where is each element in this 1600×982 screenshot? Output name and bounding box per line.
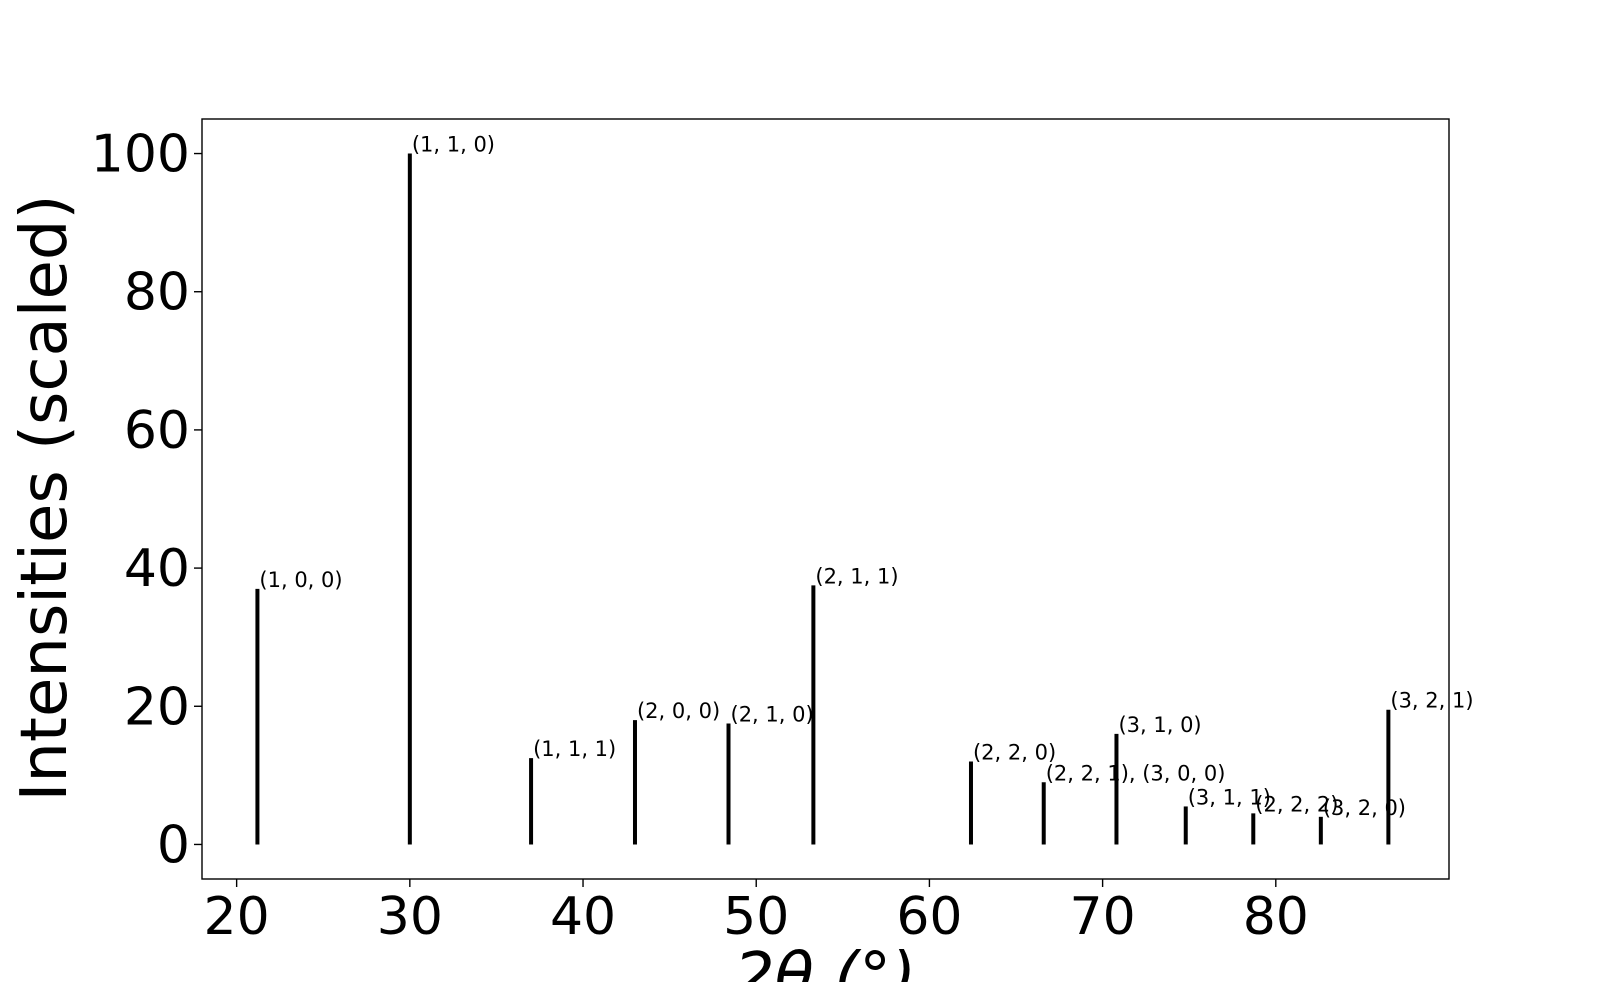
y-tick-label: 80: [124, 263, 190, 323]
x-axis: 20 30 40 50 60 70 80: [204, 879, 1309, 947]
y-tick-label: 20: [124, 677, 190, 737]
peak-label: (1, 1, 0): [412, 133, 495, 157]
peak-label: (3, 2, 0): [1323, 796, 1406, 820]
x-tick-label: 20: [204, 887, 270, 947]
x-tick-label: 30: [377, 887, 443, 947]
peaks-layer: [255, 153, 1391, 845]
y-tick-label: 40: [124, 539, 190, 599]
peak-label: (1, 1, 1): [533, 737, 616, 761]
plot-frame: [201, 118, 1450, 880]
peak-label: (3, 1, 0): [1118, 713, 1201, 737]
peak-label: (2, 2, 0): [973, 741, 1056, 765]
x-tick-label: 40: [550, 887, 616, 947]
y-tick-label: 100: [91, 125, 190, 185]
x-axis-title: 2θ (°): [734, 940, 916, 982]
x-tick-label: 60: [896, 887, 962, 947]
peak-label: (2, 1, 0): [731, 703, 814, 727]
peak-label: (2, 0, 0): [637, 699, 720, 723]
x-tick-label: 50: [723, 887, 789, 947]
peak-label: (2, 1, 1): [815, 564, 898, 588]
peak-label: (1, 0, 0): [259, 568, 342, 592]
x-tick-label: 80: [1243, 887, 1309, 947]
peak-label: (2, 2, 2): [1255, 792, 1338, 816]
y-tick-label: 60: [124, 401, 190, 461]
peak-labels-layer: (1, 0, 0) (1, 1, 0) (1, 1, 1) (2, 0, 0) (2, …: [259, 133, 1473, 820]
x-tick-label: 70: [1070, 887, 1136, 947]
y-axis: 0 20 40 60 80 100: [91, 125, 202, 875]
y-tick-label: 0: [157, 815, 190, 875]
peak-label: (3, 2, 1): [1390, 689, 1473, 713]
peak-label: (3, 1, 1): [1188, 785, 1271, 809]
peak-label: (2, 2, 1), (3, 0, 0): [1046, 761, 1226, 785]
y-axis-title: Intensities (scaled): [8, 195, 82, 802]
